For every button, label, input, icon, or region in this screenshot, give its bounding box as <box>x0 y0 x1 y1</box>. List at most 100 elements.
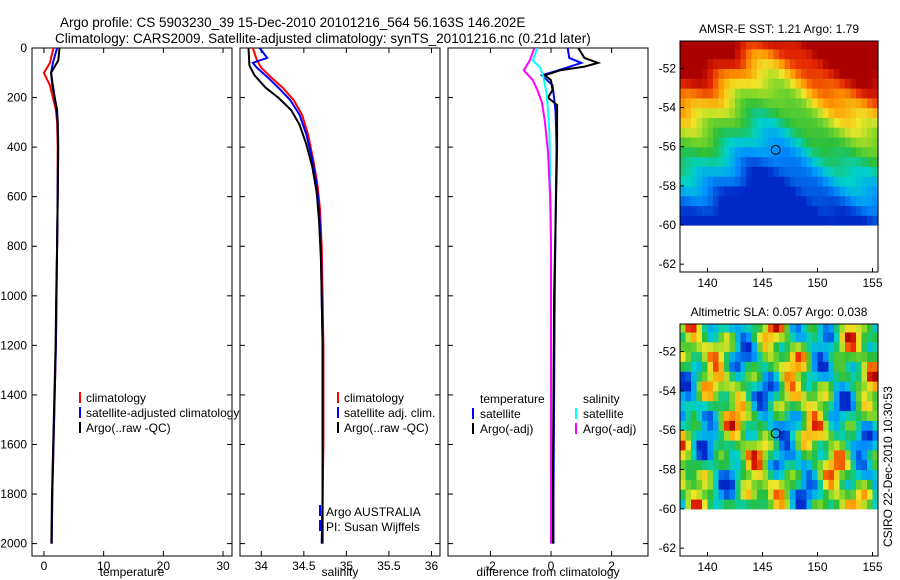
heatmap-cell <box>823 117 830 128</box>
heatmap-cell <box>867 420 874 431</box>
heatmap-cell <box>856 146 863 158</box>
heatmap-cell <box>768 185 775 197</box>
heatmap-cell <box>746 440 753 451</box>
heatmap-cell <box>773 136 780 148</box>
heatmap-cell <box>735 479 742 490</box>
heatmap-cell <box>713 41 720 50</box>
heatmap-cell <box>680 469 687 480</box>
legend-entry: satellite <box>480 407 521 421</box>
heatmap-cell <box>702 459 709 471</box>
heatmap-cell <box>801 331 808 343</box>
heatmap-cell <box>845 469 852 480</box>
heatmap-cell <box>867 331 874 343</box>
heatmap-cell <box>872 459 879 471</box>
heatmap-cell <box>806 341 813 353</box>
heatmap-cell <box>823 430 830 441</box>
heatmap-cell <box>735 78 742 89</box>
heatmap-cell <box>768 215 775 226</box>
heatmap-cell <box>735 68 742 79</box>
heatmap-cell <box>729 361 736 372</box>
x-tick-label: 140 <box>697 276 717 290</box>
heatmap-cell <box>795 166 802 177</box>
heatmap-cell <box>707 78 714 89</box>
heatmap-cell <box>817 48 824 60</box>
heatmap-cell <box>696 371 703 382</box>
heatmap-cell <box>757 88 764 99</box>
heatmap-cell <box>779 361 786 372</box>
heatmap-cell <box>691 489 698 500</box>
heatmap-cell <box>812 97 819 109</box>
heatmap-cell <box>839 41 846 50</box>
heatmap-cell <box>828 176 835 187</box>
heatmap-cell <box>823 440 830 451</box>
heatmap-cell <box>707 400 714 412</box>
heatmap-cell <box>812 156 819 167</box>
heatmap-cell <box>762 371 769 382</box>
heatmap-cell <box>834 331 841 343</box>
heatmap-cell <box>740 97 747 109</box>
heatmap-cell <box>729 41 736 50</box>
heatmap-cell <box>707 205 714 216</box>
heatmap-cell <box>691 430 698 441</box>
heatmap-cell <box>823 146 830 158</box>
heatmap-cell <box>845 459 852 471</box>
heatmap-cell <box>861 331 868 343</box>
heatmap-cell <box>751 361 758 372</box>
heatmap-cell <box>806 381 813 392</box>
heatmap-cell <box>740 390 747 402</box>
heatmap-cell <box>817 107 824 118</box>
heatmap-cell <box>724 400 731 412</box>
heatmap-cell <box>751 469 758 480</box>
heatmap-cell <box>691 127 698 138</box>
heatmap-cell <box>784 341 791 353</box>
heatmap-cell <box>707 146 714 158</box>
heatmap-cell <box>718 176 725 187</box>
heatmap-cell <box>845 78 852 89</box>
heatmap-cell <box>867 459 874 471</box>
heatmap-cell <box>828 489 835 500</box>
heatmap-cell <box>839 341 846 353</box>
heatmap-cell <box>680 440 687 451</box>
heatmap-cell <box>795 68 802 79</box>
heatmap-cell <box>823 58 830 69</box>
heatmap-cell <box>713 176 720 187</box>
heatmap-cell <box>795 156 802 167</box>
heatmap-cell <box>867 215 874 226</box>
heatmap-cell <box>713 88 720 99</box>
heatmap-cell <box>707 176 714 187</box>
heatmap-cell <box>707 440 714 451</box>
heatmap-cell <box>812 107 819 118</box>
heatmap-cell <box>850 400 857 412</box>
y-tick-label: 1600 <box>0 437 27 451</box>
heatmap-cell <box>839 107 846 118</box>
heatmap-cell <box>806 449 813 461</box>
heatmap-cell <box>746 489 753 500</box>
heatmap-cell <box>795 469 802 480</box>
heatmap-cell <box>850 324 857 333</box>
heatmap-cell <box>806 156 813 167</box>
heatmap-cell <box>856 420 863 431</box>
heatmap-cell <box>856 449 863 461</box>
heatmap-cell <box>773 469 780 480</box>
heatmap-cell <box>713 78 720 89</box>
heatmap-cell <box>680 400 687 412</box>
heatmap-cell <box>768 205 775 216</box>
heatmap-cell <box>729 205 736 216</box>
plot-frame <box>447 47 649 557</box>
heatmap-cell <box>680 156 687 167</box>
heatmap-cell <box>691 205 698 216</box>
heatmap-cell <box>779 331 786 343</box>
heatmap-cell <box>790 489 797 500</box>
heatmap-cell <box>845 176 852 187</box>
heatmap-cell <box>861 107 868 118</box>
heatmap-cell <box>867 78 874 89</box>
heatmap-cell <box>768 390 775 402</box>
heatmap-cell <box>850 78 857 89</box>
heatmap-cell <box>779 48 786 60</box>
heatmap-cell <box>702 381 709 392</box>
heatmap-cell <box>861 48 868 60</box>
heatmap-cell <box>713 410 720 421</box>
heatmap-cell <box>685 58 692 69</box>
heatmap-cell <box>724 469 731 480</box>
heatmap-cell <box>828 68 835 79</box>
